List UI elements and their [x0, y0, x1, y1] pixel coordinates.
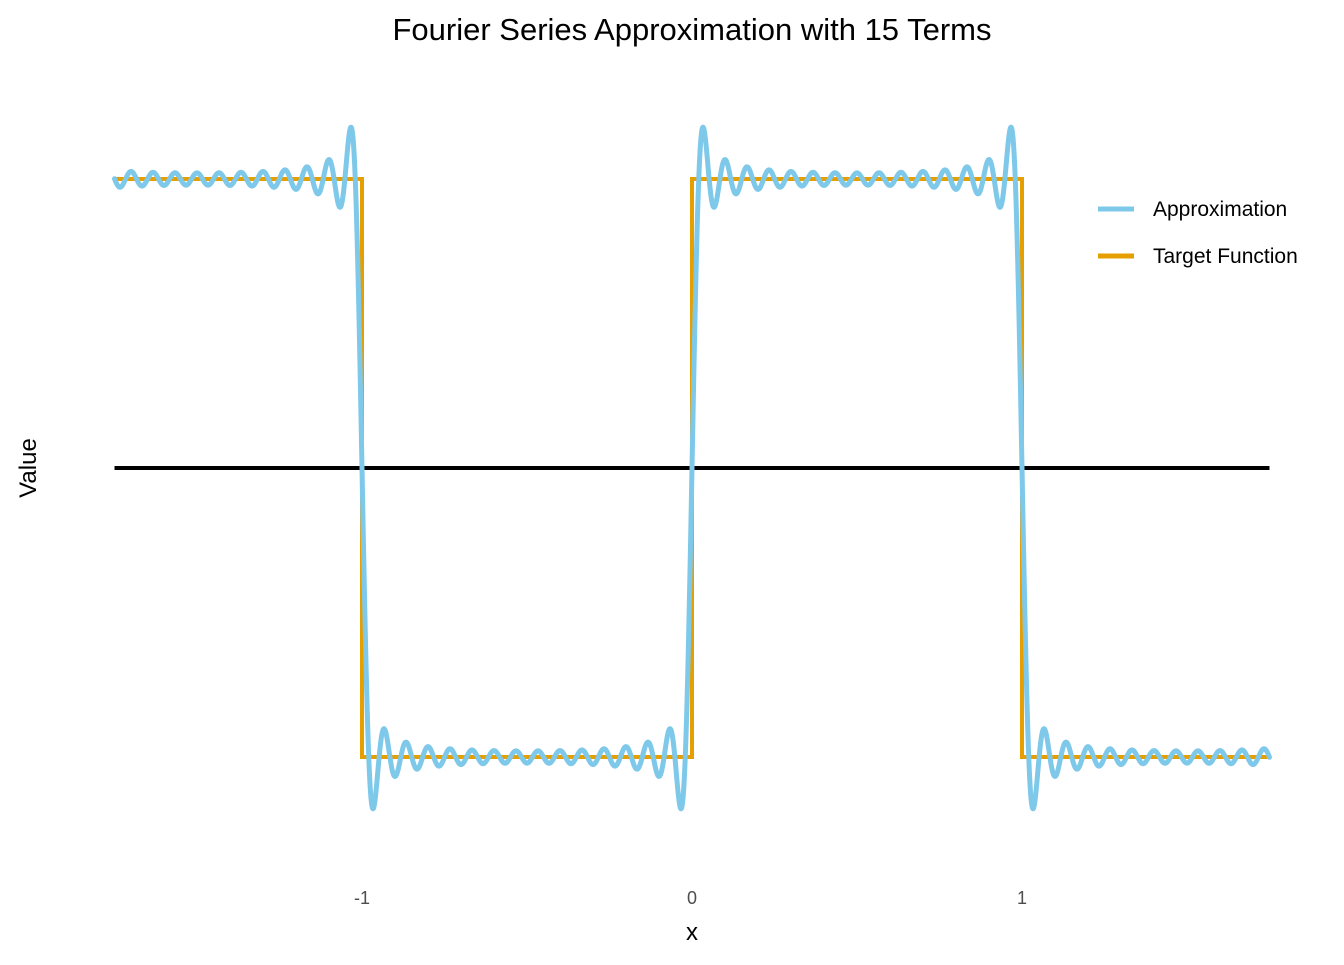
series-approximation-line [112, 124, 1272, 812]
x-axis-ticks: -1 0 1 [354, 888, 1027, 908]
plot-area [112, 124, 1272, 812]
y-axis-title: Value [15, 438, 42, 498]
legend: Approximation Target Function [1098, 198, 1298, 268]
chart-title: Fourier Series Approximation with 15 Ter… [392, 12, 991, 47]
legend-label-approximation: Approximation [1153, 198, 1287, 221]
legend-label-target-function: Target Function [1153, 245, 1298, 268]
x-tick-label: 0 [687, 888, 697, 908]
x-tick-label: 1 [1017, 888, 1027, 908]
x-tick-label: -1 [354, 888, 370, 908]
x-axis-title: x [686, 919, 698, 946]
